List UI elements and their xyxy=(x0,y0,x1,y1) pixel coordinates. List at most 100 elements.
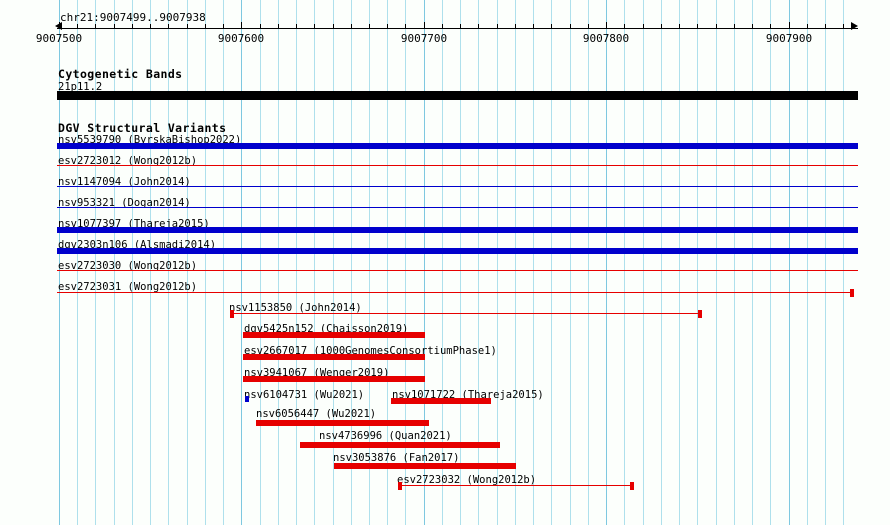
dgv-variant-right-cap[interactable] xyxy=(850,289,854,297)
gridline xyxy=(606,0,607,525)
ruler-tick-minor xyxy=(515,24,516,29)
arrow-right-icon xyxy=(851,22,858,30)
dgv-variant-feature[interactable] xyxy=(57,248,858,254)
gridline xyxy=(697,0,698,525)
dgv-track-label: esv2723012 (Wong2012b) xyxy=(58,155,198,167)
gridline xyxy=(551,0,552,525)
ruler-tick-minor xyxy=(223,24,224,29)
region-coordinates-label: chr21:9007499..9007938 xyxy=(60,11,206,24)
gridline xyxy=(205,0,206,525)
ruler-tick-label: 9007900 xyxy=(765,32,813,45)
gridline xyxy=(278,0,279,525)
dgv-structural-variants-title: DGV Structural Variants xyxy=(58,121,227,135)
ruler-tick-label: 9007800 xyxy=(582,32,630,45)
ruler-tick-minor xyxy=(661,24,662,29)
dgv-variant-feature[interactable] xyxy=(243,332,425,338)
ruler-tick-minor xyxy=(314,24,315,29)
ruler-tick-label: 9007600 xyxy=(217,32,265,45)
ruler-tick-major xyxy=(59,22,60,29)
ruler-tick-major xyxy=(606,22,607,29)
ruler-tick-minor xyxy=(168,24,169,29)
ruler-tick-minor xyxy=(588,24,589,29)
dgv-variant-left-cap[interactable] xyxy=(398,482,402,490)
gridline xyxy=(460,0,461,525)
ruler-tick-minor xyxy=(114,24,115,29)
dgv-variant-feature[interactable] xyxy=(391,398,491,404)
ruler-tick-minor xyxy=(260,24,261,29)
dgv-variant-feature[interactable] xyxy=(398,485,634,486)
dgv-variant-feature[interactable] xyxy=(57,186,858,187)
gridline xyxy=(588,0,589,525)
ruler-tick-minor xyxy=(333,24,334,29)
dgv-variant-feature[interactable] xyxy=(57,227,858,233)
ruler-tick-minor xyxy=(132,24,133,29)
ruler-tick-minor xyxy=(77,24,78,29)
ruler-tick-minor xyxy=(150,24,151,29)
ruler-tick-minor xyxy=(497,24,498,29)
gridline xyxy=(679,0,680,525)
gridline xyxy=(752,0,753,525)
dgv-track-label: nsv1153850 (John2014) xyxy=(229,302,362,314)
gridline xyxy=(95,0,96,525)
gridline xyxy=(187,0,188,525)
gridline xyxy=(533,0,534,525)
dgv-track-label: esv2723031 (Wong2012b) xyxy=(58,281,198,293)
ruler-tick-minor xyxy=(679,24,680,29)
dgv-variant-feature[interactable] xyxy=(57,143,858,149)
ruler-tick-minor xyxy=(551,24,552,29)
dgv-variant-feature[interactable] xyxy=(243,354,425,360)
gridline xyxy=(825,0,826,525)
ruler-tick-major xyxy=(241,22,242,29)
gridline xyxy=(333,0,334,525)
ruler-tick-minor xyxy=(278,24,279,29)
dgv-variant-feature[interactable] xyxy=(256,420,429,426)
dgv-variant-right-cap[interactable] xyxy=(630,482,634,490)
gridline xyxy=(150,0,151,525)
gridline xyxy=(424,0,425,525)
gridline xyxy=(59,0,60,525)
dgv-variant-feature[interactable] xyxy=(300,442,500,448)
ruler-tick-minor xyxy=(205,24,206,29)
ruler-tick-minor xyxy=(369,24,370,29)
ruler-tick-label: 9007500 xyxy=(35,32,83,45)
gridline xyxy=(807,0,808,525)
dgv-track-label: nsv6104731 (Wu2021) xyxy=(244,389,365,401)
ruler-tick-minor xyxy=(716,24,717,29)
gridline xyxy=(770,0,771,525)
dgv-variant-feature[interactable] xyxy=(245,396,249,402)
cytogenetic-band-bar[interactable] xyxy=(57,91,858,100)
ruler-tick-minor xyxy=(570,24,571,29)
gridline xyxy=(132,0,133,525)
dgv-variant-feature[interactable] xyxy=(57,207,858,208)
dgv-variant-feature[interactable] xyxy=(57,165,858,166)
dgv-track-label: nsv1147094 (John2014) xyxy=(58,176,191,188)
ruler-tick-minor xyxy=(624,24,625,29)
gridline xyxy=(241,0,242,525)
ruler-tick-minor xyxy=(697,24,698,29)
cytogenetic-bands-title: Cytogenetic Bands xyxy=(58,67,183,81)
gridline xyxy=(405,0,406,525)
dgv-track-label: nsv3053876 (Fan2017) xyxy=(333,452,460,464)
gridline xyxy=(789,0,790,525)
dgv-track-label: nsv953321 (Dogan2014) xyxy=(58,197,191,209)
dgv-variant-feature[interactable] xyxy=(243,376,425,382)
ruler-tick-minor xyxy=(187,24,188,29)
ruler-tick-label: 9007700 xyxy=(400,32,448,45)
dgv-variant-right-cap[interactable] xyxy=(698,310,702,318)
gridline xyxy=(624,0,625,525)
gridline xyxy=(351,0,352,525)
dgv-variant-feature[interactable] xyxy=(334,463,516,469)
gridline xyxy=(497,0,498,525)
gridline xyxy=(643,0,644,525)
dgv-variant-left-cap[interactable] xyxy=(230,310,234,318)
cytogenetic-band-label: 21p11.2 xyxy=(58,81,103,93)
dgv-variant-feature[interactable] xyxy=(57,270,858,271)
dgv-variant-feature[interactable] xyxy=(230,313,702,314)
dgv-variant-feature[interactable] xyxy=(57,292,854,293)
ruler-tick-minor xyxy=(752,24,753,29)
gridline xyxy=(296,0,297,525)
ruler-tick-minor xyxy=(843,24,844,29)
dgv-track-label: esv2723032 (Wong2012b) xyxy=(397,474,537,486)
dgv-track-label: nsv4736996 (Quan2021) xyxy=(319,430,452,442)
